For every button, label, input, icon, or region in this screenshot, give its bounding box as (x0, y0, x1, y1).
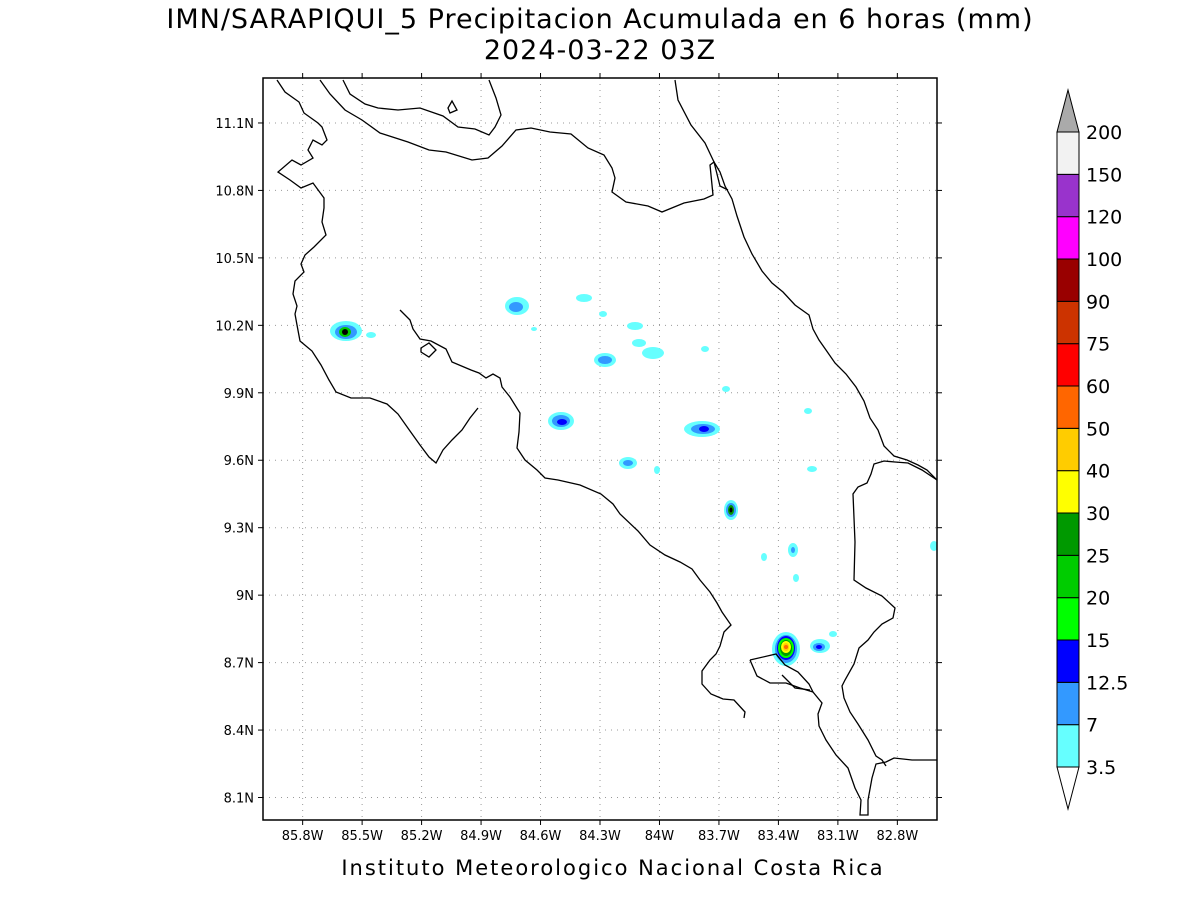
colorbar-swatch (1056, 258, 1080, 302)
colorbar-level-label: 75 (1086, 334, 1110, 356)
colorbar-level-label: 25 (1086, 545, 1110, 567)
colorbar-level-label: 7 (1086, 715, 1098, 737)
colorbar-swatch (1056, 554, 1080, 599)
colorbar-level-label: 100 (1086, 249, 1122, 271)
lon-tick-label: 84.3W (579, 829, 621, 844)
lat-tick-label: 11.1N (215, 117, 254, 132)
precipitation-field (276, 79, 937, 816)
rain-cell (576, 294, 730, 392)
colorbar-swatch (1056, 343, 1080, 387)
rain-cell (330, 321, 376, 341)
colorbar: 3.5 7 12.5 15 20 25 30 40 50 60 75 90 100 120 150 200 (1056, 88, 1128, 811)
colorbar-swatch (1056, 597, 1080, 641)
lon-tick-label: 83.4W (758, 829, 800, 844)
rain-cell (724, 500, 738, 520)
lon-tick-label: 85.8W (282, 829, 324, 844)
rain-cell (810, 631, 837, 653)
rain-cell (772, 632, 800, 666)
colorbar-swatch (1056, 724, 1080, 768)
map-datetime: 2024-03-22 03Z (483, 35, 717, 66)
rain-cell (548, 412, 574, 430)
colorbar-swatch (1056, 427, 1080, 472)
lon-tick-label: 84.6W (520, 829, 562, 844)
colorbar-level-label: 120 (1086, 207, 1122, 229)
lat-tick-label: 9.6N (224, 454, 254, 469)
colorbar-level-label: 200 (1086, 122, 1122, 144)
colorbar-level-label: 50 (1086, 418, 1110, 440)
lat-tick-label: 10.5N (215, 252, 254, 267)
colorbar-level-label: 40 (1086, 461, 1110, 483)
colorbar-level-label: 15 (1086, 630, 1110, 652)
colorbar-swatch (1056, 512, 1080, 556)
colorbar-swatch (1056, 300, 1080, 345)
lat-tick-label: 10.8N (215, 184, 254, 199)
colorbar-swatch (1056, 639, 1080, 683)
lon-tick-label: 82.8W (876, 829, 918, 844)
colorbar-swatch (1056, 173, 1080, 218)
colorbar-level-label: 150 (1086, 164, 1122, 186)
lon-tick-label: 83.1W (817, 829, 859, 844)
colorbar-swatch (1056, 131, 1080, 175)
colorbar-over-triangle (1056, 88, 1080, 133)
lon-tick-label: 84W (645, 829, 675, 844)
lon-tick-label: 85.2W (401, 829, 443, 844)
colorbar-under-triangle (1056, 766, 1080, 811)
lat-tick-label: 9.3N (224, 522, 254, 537)
colorbar-level-label: 20 (1086, 588, 1110, 610)
coastline (276, 79, 937, 816)
lon-tick-label: 83.7W (698, 829, 740, 844)
map-axes: 11.1N 10.8N 10.5N 10.2N 9.9N 9.6N 9.3N 9N 8.7N 8.… (215, 73, 942, 844)
colorbar-level-label: 3.5 (1086, 757, 1116, 779)
lat-tick-label: 9N (236, 589, 254, 604)
colorbar-level-label: 60 (1086, 376, 1110, 398)
rain-cell (594, 353, 616, 367)
lon-tick-label: 85.5W (341, 829, 383, 844)
map-title: IMN/SARAPIQUI_5 Precipitacion Acumulada … (166, 4, 1034, 35)
colorbar-swatch (1056, 216, 1080, 260)
lat-tick-label: 8.7N (224, 657, 254, 672)
footer-credit: Instituto Meteorologico Nacional Costa R… (341, 856, 885, 880)
lon-tick-label: 84.9W (460, 829, 502, 844)
colorbar-level-label: 90 (1086, 291, 1110, 313)
colorbar-swatch (1056, 681, 1080, 726)
lat-tick-label: 8.1N (224, 792, 254, 807)
rain-cell (619, 457, 660, 474)
rain-cell (761, 408, 937, 582)
colorbar-swatch (1056, 470, 1080, 514)
lat-tick-label: 8.4N (224, 724, 254, 739)
colorbar-level-label: 12.5 (1086, 672, 1128, 694)
rain-cell (684, 421, 720, 437)
lat-tick-label: 9.9N (224, 387, 254, 402)
colorbar-level-label: 30 (1086, 503, 1110, 525)
rain-cell (505, 297, 537, 331)
lat-tick-label: 10.2N (215, 319, 254, 334)
colorbar-swatch (1056, 385, 1080, 429)
grid-lines (263, 78, 937, 820)
